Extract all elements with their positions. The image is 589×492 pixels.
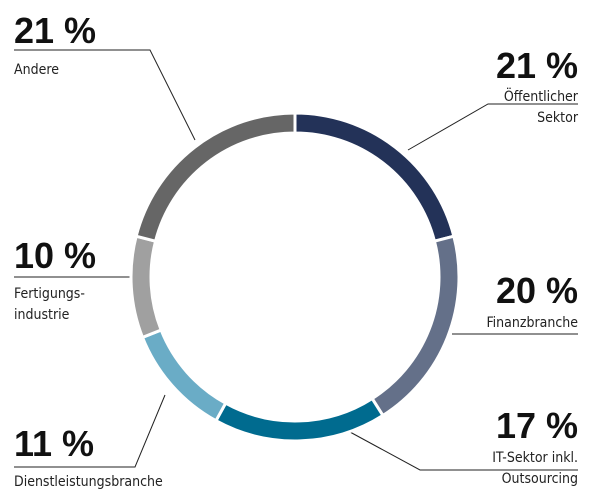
- value-label: 21 %: [14, 10, 96, 51]
- leader-line: [349, 431, 578, 471]
- leader-lines: [14, 49, 578, 471]
- leader-line: [14, 49, 196, 141]
- category-label: Öffentlicher: [504, 87, 579, 105]
- category-label: IT-Sektor inkl.: [492, 450, 578, 466]
- leader-line: [407, 103, 578, 151]
- donut-segment: [293, 111, 456, 244]
- leader-line: [14, 394, 166, 468]
- value-label: 17 %: [496, 405, 578, 446]
- category-label: industrie: [14, 307, 70, 323]
- value-label: 20 %: [496, 270, 578, 311]
- donut-segment: [140, 328, 228, 423]
- category-label: Fertigungs-: [14, 286, 85, 302]
- category-label: Finanzbranche: [486, 315, 578, 331]
- value-label: 11 %: [14, 423, 94, 464]
- donut-segment: [370, 234, 461, 418]
- value-label: 10 %: [14, 235, 96, 276]
- category-label: Sektor: [537, 110, 579, 126]
- donut-segment: [129, 234, 164, 340]
- category-label: Dienstleistungsbranche: [14, 474, 163, 490]
- donut-segment: [134, 111, 297, 244]
- category-label: Outsourcing: [502, 471, 578, 487]
- value-label: 21 %: [496, 45, 578, 86]
- category-label: Andere: [14, 62, 59, 78]
- donut-segment: [213, 396, 385, 443]
